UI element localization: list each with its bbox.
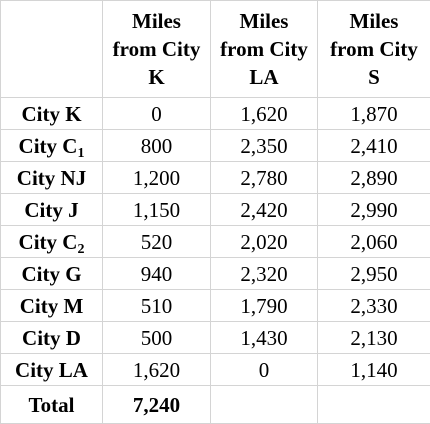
miles-from-k-cell: 1,150 bbox=[103, 194, 211, 226]
row-label: City J bbox=[1, 194, 103, 226]
city-name: City C bbox=[19, 230, 78, 254]
header-miles-from-city-k: Miles from City K bbox=[103, 1, 211, 98]
miles-from-la-cell: 2,780 bbox=[211, 162, 318, 194]
miles-from-la-cell: 1,790 bbox=[211, 290, 318, 322]
header-row: Miles from City K Miles from City LA Mil… bbox=[1, 1, 430, 98]
miles-from-la-cell: 2,350 bbox=[211, 130, 318, 162]
city-name: City M bbox=[20, 294, 84, 318]
miles-from-s-cell: 2,990 bbox=[318, 194, 430, 226]
miles-from-s-cell: 2,060 bbox=[318, 226, 430, 258]
row-label: City C2 bbox=[1, 226, 103, 258]
table-row: City K 0 1,620 1,870 bbox=[1, 98, 430, 130]
miles-from-k-cell: 0 bbox=[103, 98, 211, 130]
header-miles-from-city-la: Miles from City LA bbox=[211, 1, 318, 98]
header-line: from City bbox=[103, 35, 210, 63]
miles-from-la-cell: 2,020 bbox=[211, 226, 318, 258]
miles-from-la-cell: 0 bbox=[211, 354, 318, 386]
header-line: from City bbox=[211, 35, 317, 63]
miles-from-s-cell: 2,950 bbox=[318, 258, 430, 290]
miles-from-la-cell: 2,420 bbox=[211, 194, 318, 226]
total-label: Total bbox=[1, 386, 103, 424]
total-miles-from-la bbox=[211, 386, 318, 424]
corner-cell bbox=[1, 1, 103, 98]
header-line: from City bbox=[318, 35, 430, 63]
table-row: City C2 520 2,020 2,060 bbox=[1, 226, 430, 258]
header-line: Miles bbox=[211, 7, 317, 35]
miles-from-la-cell: 1,430 bbox=[211, 322, 318, 354]
total-miles-from-k: 7,240 bbox=[103, 386, 211, 424]
row-label: City G bbox=[1, 258, 103, 290]
header-line: K bbox=[103, 63, 210, 91]
city-name: City D bbox=[22, 326, 81, 350]
miles-from-la-cell: 1,620 bbox=[211, 98, 318, 130]
miles-from-la-cell: 2,320 bbox=[211, 258, 318, 290]
city-subscript: 1 bbox=[77, 146, 84, 161]
city-subscript: 2 bbox=[77, 242, 84, 257]
total-row: Total 7,240 bbox=[1, 386, 430, 424]
header-line: S bbox=[318, 63, 430, 91]
table-row: City J 1,150 2,420 2,990 bbox=[1, 194, 430, 226]
miles-from-k-cell: 940 bbox=[103, 258, 211, 290]
city-name: City K bbox=[21, 102, 81, 126]
header-miles-from-city-s: Miles from City S bbox=[318, 1, 430, 98]
table-row: City G 940 2,320 2,950 bbox=[1, 258, 430, 290]
table-row: City C1 800 2,350 2,410 bbox=[1, 130, 430, 162]
total-miles-from-s bbox=[318, 386, 430, 424]
miles-from-k-cell: 1,620 bbox=[103, 354, 211, 386]
miles-from-k-cell: 520 bbox=[103, 226, 211, 258]
miles-from-s-cell: 2,410 bbox=[318, 130, 430, 162]
city-name: City J bbox=[24, 198, 78, 222]
header-line: Miles bbox=[103, 7, 210, 35]
miles-from-s-cell: 1,870 bbox=[318, 98, 430, 130]
table-row: City NJ 1,200 2,780 2,890 bbox=[1, 162, 430, 194]
city-name: City NJ bbox=[17, 166, 86, 190]
row-label: City NJ bbox=[1, 162, 103, 194]
miles-from-k-cell: 500 bbox=[103, 322, 211, 354]
miles-from-s-cell: 2,130 bbox=[318, 322, 430, 354]
miles-from-s-cell: 2,330 bbox=[318, 290, 430, 322]
table-row: City M 510 1,790 2,330 bbox=[1, 290, 430, 322]
city-name: City G bbox=[21, 262, 81, 286]
city-name: City C bbox=[19, 134, 78, 158]
row-label: City D bbox=[1, 322, 103, 354]
miles-from-k-cell: 800 bbox=[103, 130, 211, 162]
miles-from-k-cell: 510 bbox=[103, 290, 211, 322]
table-row: City LA 1,620 0 1,140 bbox=[1, 354, 430, 386]
row-label: City M bbox=[1, 290, 103, 322]
miles-from-s-cell: 2,890 bbox=[318, 162, 430, 194]
header-line: Miles bbox=[318, 7, 430, 35]
table-row: City D 500 1,430 2,130 bbox=[1, 322, 430, 354]
row-label: City LA bbox=[1, 354, 103, 386]
row-label: City C1 bbox=[1, 130, 103, 162]
miles-from-s-cell: 1,140 bbox=[318, 354, 430, 386]
miles-from-k-cell: 1,200 bbox=[103, 162, 211, 194]
city-name: City LA bbox=[15, 358, 88, 382]
row-label: City K bbox=[1, 98, 103, 130]
header-line: LA bbox=[211, 63, 317, 91]
